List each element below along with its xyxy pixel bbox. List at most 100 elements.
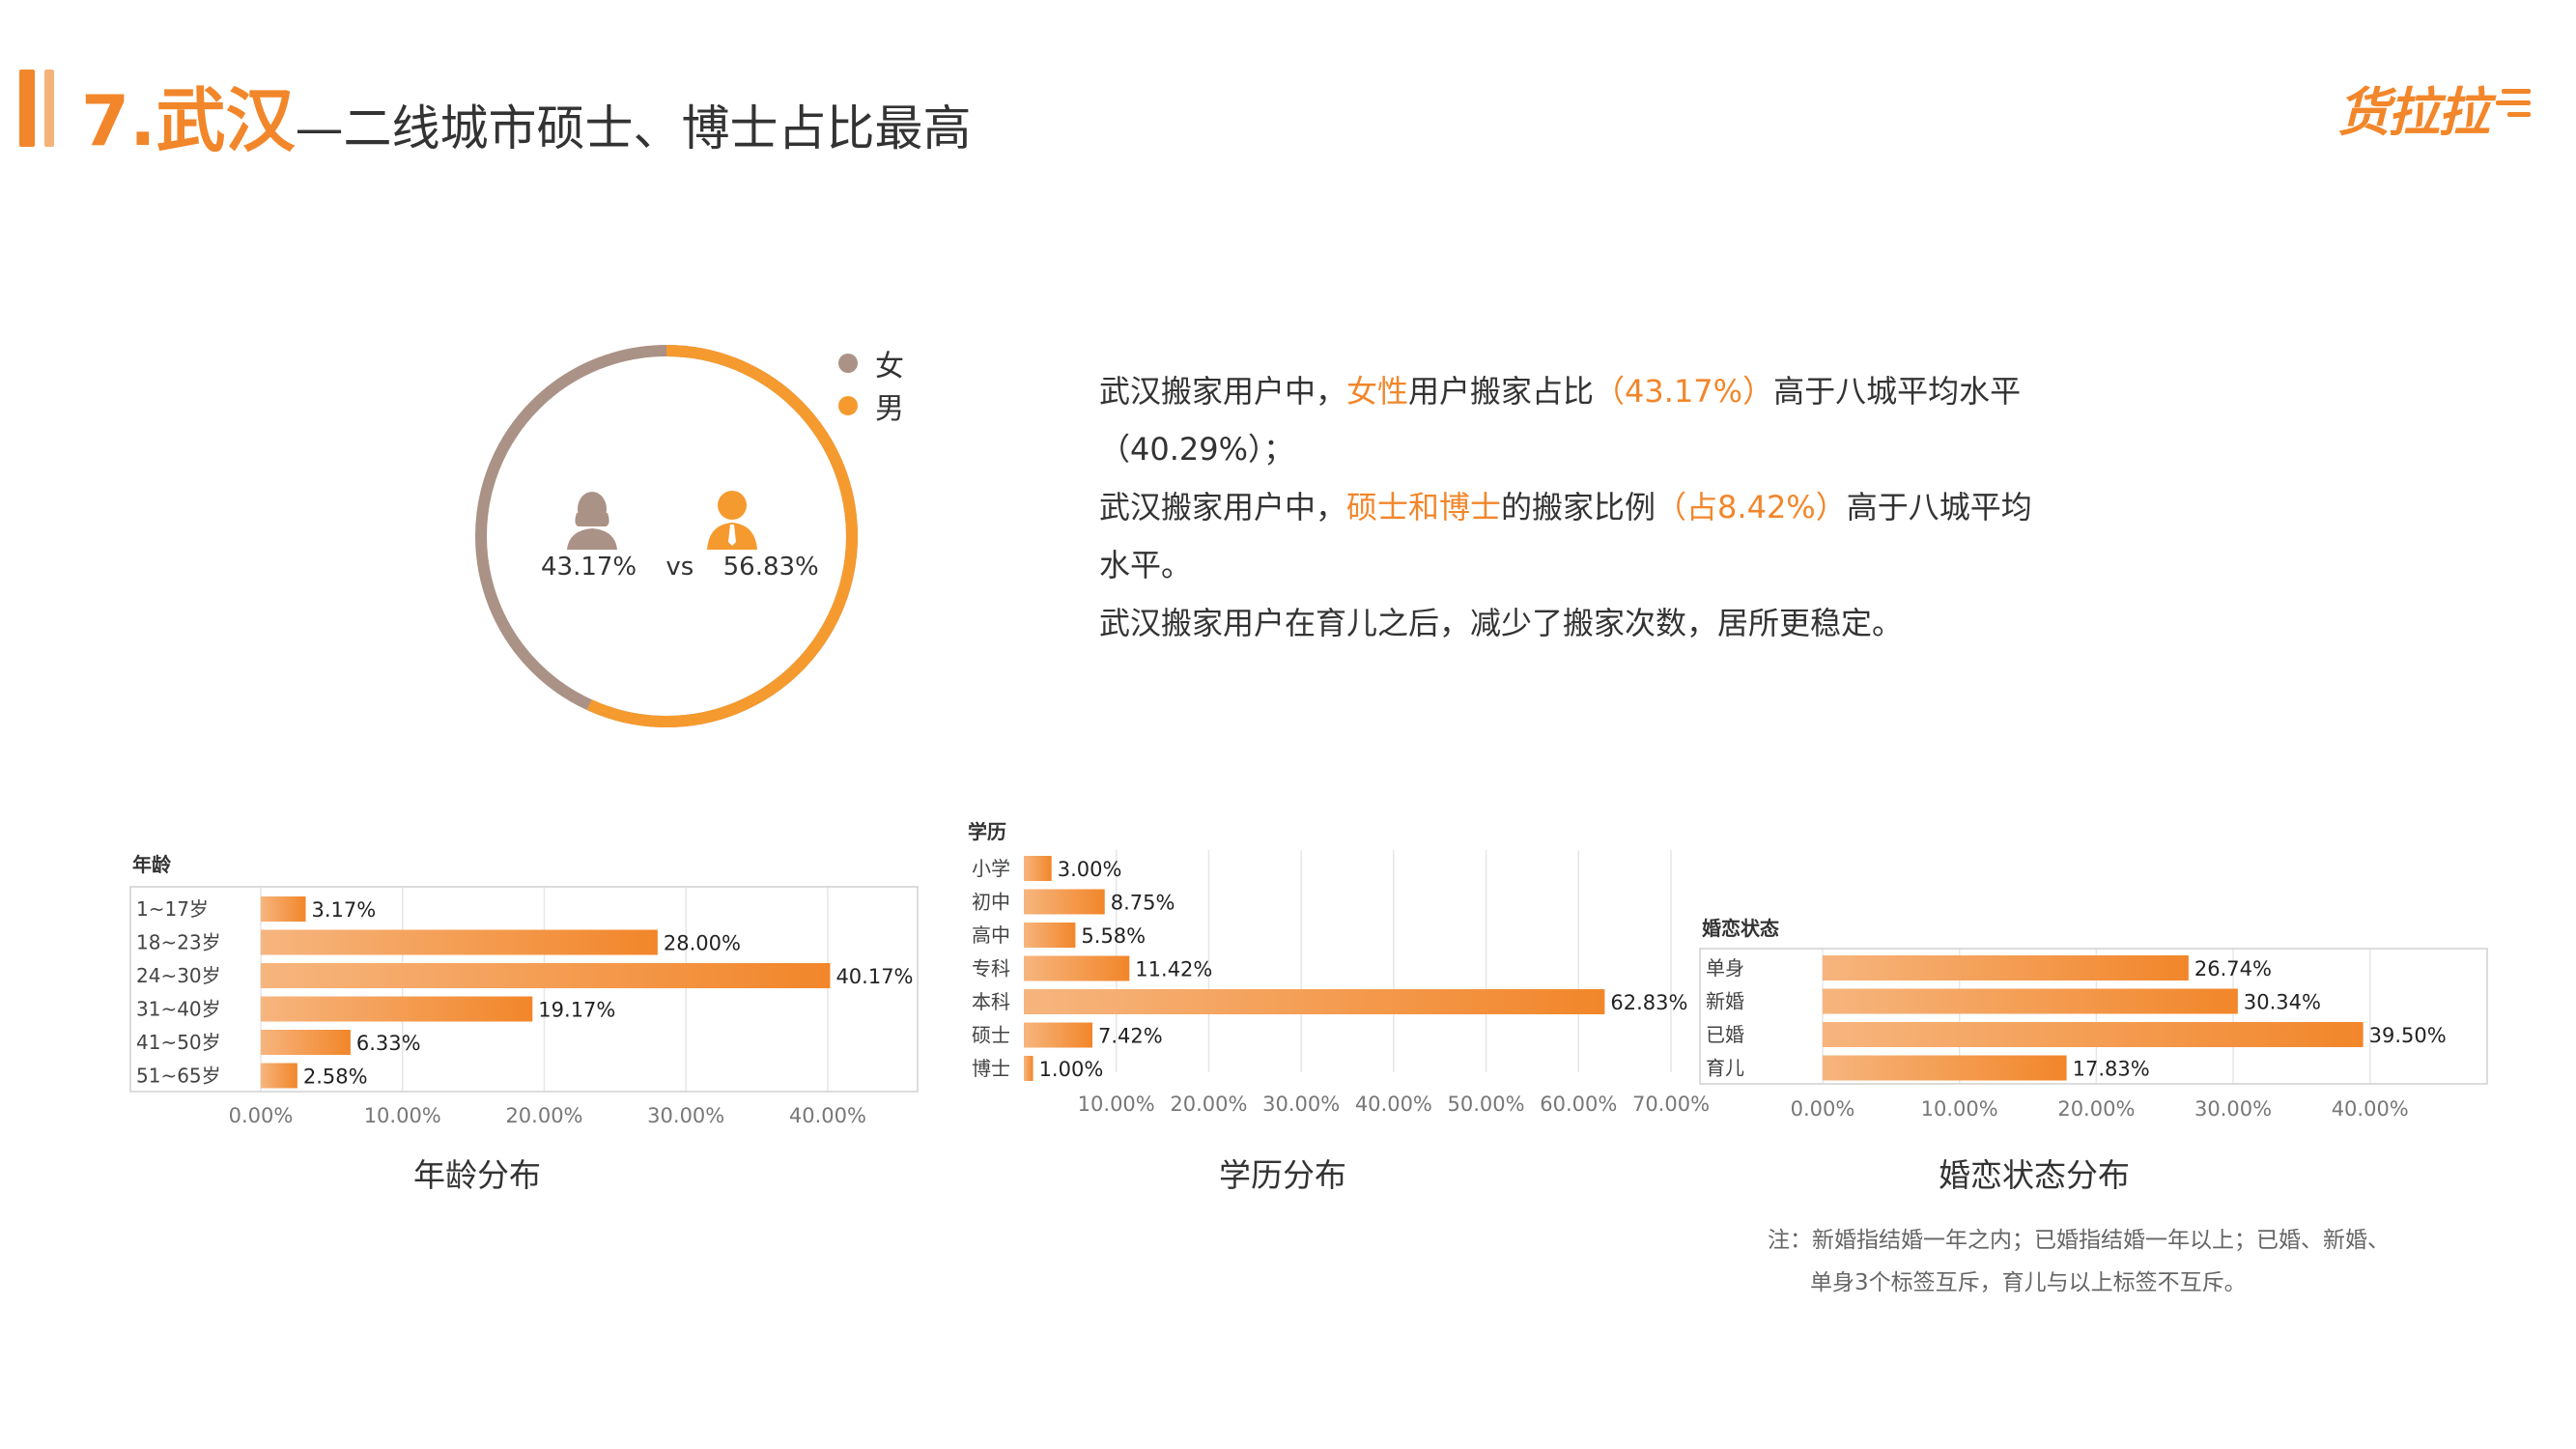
x-tick-label: 40.00% bbox=[2332, 1097, 2409, 1121]
summary-text-segment: 武汉搬家用户中， bbox=[1099, 373, 1347, 410]
category-label: 初中 bbox=[972, 891, 1010, 914]
axis-title: 婚恋状态 bbox=[1702, 917, 1779, 940]
legend-item-female: 女 bbox=[838, 342, 904, 384]
x-tick-label: 30.00% bbox=[2194, 1097, 2272, 1121]
bar-value-label: 30.34% bbox=[2244, 991, 2321, 1014]
page-title-subtitle: —二线城市硕士、博士占比最高 bbox=[295, 100, 972, 156]
axis-title: 学历 bbox=[968, 820, 1006, 843]
gender-legend: 女 男 bbox=[838, 342, 904, 427]
category-label: 育儿 bbox=[1706, 1057, 1744, 1080]
bar-value-label: 3.17% bbox=[312, 898, 377, 922]
bar-value-label: 40.17% bbox=[835, 965, 913, 988]
male-user-icon bbox=[705, 488, 759, 554]
summary-text-segment: 高于八城平均水平 bbox=[1773, 373, 2022, 410]
category-label: 已婚 bbox=[1706, 1023, 1744, 1046]
summary-text-segment: 高于八城平均 bbox=[1846, 489, 2032, 526]
accent-bar-light bbox=[44, 70, 54, 147]
x-tick-label: 20.00% bbox=[505, 1104, 582, 1127]
bar bbox=[1024, 923, 1076, 948]
female-user-icon bbox=[563, 490, 621, 554]
summary-highlight-degree: 硕士和博士 bbox=[1346, 489, 1502, 526]
legend-dot-male bbox=[838, 396, 858, 415]
legend-label-male: 男 bbox=[875, 392, 904, 426]
category-label: 单身 bbox=[1706, 956, 1744, 980]
age-distribution-chart: 0.00% 10.00% 20.00% 30.00% 40.00% 年龄 1~17岁 3.17… bbox=[129, 853, 919, 1127]
x-tick-label: 60.00% bbox=[1540, 1093, 1617, 1116]
summary-highlight-female-pct: （43.17%） bbox=[1594, 373, 1774, 410]
gender-donut-svg bbox=[475, 345, 858, 727]
summary-line-1: 武汉搬家用户中，女性用户搬家占比（43.17%）高于八城平均水平 bbox=[1099, 362, 2123, 420]
accent-bar-dark bbox=[19, 70, 35, 147]
donut-male-arc bbox=[586, 345, 858, 727]
bar bbox=[261, 1063, 297, 1089]
gender-donut-chart bbox=[473, 343, 860, 729]
category-label: 硕士 bbox=[972, 1024, 1010, 1047]
category-label: 18~23岁 bbox=[136, 931, 221, 954]
category-label: 41~50岁 bbox=[136, 1031, 221, 1054]
x-tick-label: 50.00% bbox=[1448, 1093, 1525, 1116]
axis-title: 年龄 bbox=[132, 853, 172, 876]
category-label: 1~17岁 bbox=[136, 897, 209, 921]
legend-label-female: 女 bbox=[875, 350, 904, 384]
summary-line-5: 武汉搬家用户在育儿之后，减少了搬家次数，居所更稳定。 bbox=[1099, 605, 1904, 641]
x-tick-label: 10.00% bbox=[1921, 1097, 1998, 1121]
x-tick-label: 10.00% bbox=[364, 1104, 441, 1127]
bar-value-label: 39.50% bbox=[2369, 1024, 2447, 1047]
brand-logo: 货拉拉 bbox=[2337, 70, 2531, 143]
x-tick-label: 10.00% bbox=[1078, 1093, 1155, 1116]
bar bbox=[261, 1030, 351, 1055]
category-label: 本科 bbox=[972, 990, 1010, 1013]
bar-value-label: 5.58% bbox=[1081, 924, 1146, 948]
bar bbox=[1823, 955, 2189, 980]
bar bbox=[1024, 989, 1605, 1014]
x-tick-label: 30.00% bbox=[1262, 1093, 1340, 1116]
summary-line-3: 武汉搬家用户中，硕士和博士的搬家比例（占8.42%）高于八城平均 bbox=[1099, 478, 2123, 536]
summary-text-segment: 武汉搬家用户中， bbox=[1099, 489, 1347, 526]
bar bbox=[261, 929, 658, 955]
bar-value-label: 17.83% bbox=[2073, 1058, 2150, 1081]
bar-value-label: 28.00% bbox=[664, 932, 741, 955]
chart-frame bbox=[129, 886, 919, 1093]
summary-highlight-degree-pct: （占8.42%） bbox=[1656, 489, 1847, 526]
x-tick-label: 70.00% bbox=[1632, 1093, 1710, 1116]
chart-frame bbox=[1699, 948, 2488, 1085]
summary-text: 武汉搬家用户中，女性用户搬家占比（43.17%）高于八城平均水平 （40.29%… bbox=[1099, 362, 2123, 652]
brand-logo-text: 货拉拉 bbox=[2337, 82, 2490, 143]
bar bbox=[1823, 1055, 2067, 1081]
summary-line-4: 水平。 bbox=[1099, 547, 1193, 583]
bar bbox=[261, 963, 831, 988]
category-label: 小学 bbox=[972, 857, 1010, 880]
category-label: 博士 bbox=[972, 1057, 1010, 1080]
page-title: 7.武汉—二线城市硕士、博士占比最高 bbox=[81, 64, 971, 165]
bar bbox=[1024, 1056, 1033, 1081]
male-percentage: 56.83% bbox=[722, 553, 819, 582]
summary-line-2: （40.29%）； bbox=[1099, 431, 1295, 468]
category-label: 24~30岁 bbox=[136, 964, 221, 987]
bar-value-label: 11.42% bbox=[1135, 958, 1212, 981]
bar-value-label: 62.83% bbox=[1610, 991, 1687, 1014]
x-tick-label: 0.00% bbox=[229, 1104, 294, 1127]
category-label: 专科 bbox=[972, 957, 1010, 980]
category-label: 新婚 bbox=[1706, 990, 1744, 1013]
x-tick-label: 20.00% bbox=[2057, 1097, 2135, 1121]
legend-item-male: 男 bbox=[838, 384, 904, 427]
bar-value-label: 19.17% bbox=[538, 999, 615, 1022]
bar-value-label: 3.00% bbox=[1058, 858, 1122, 881]
category-label: 51~65岁 bbox=[136, 1065, 221, 1088]
legend-dot-female bbox=[838, 354, 858, 373]
bar-value-label: 1.00% bbox=[1039, 1058, 1104, 1081]
x-tick-label: 20.00% bbox=[1170, 1093, 1247, 1116]
marital-chart-caption: 婚恋状态分布 bbox=[1939, 1156, 2130, 1194]
x-tick-label: 40.00% bbox=[789, 1104, 866, 1127]
x-tick-label: 40.00% bbox=[1355, 1093, 1432, 1116]
category-label: 31~40岁 bbox=[136, 998, 221, 1021]
bar-value-label: 2.58% bbox=[303, 1065, 368, 1089]
bar bbox=[1024, 889, 1105, 915]
bar-value-label: 7.42% bbox=[1098, 1025, 1163, 1048]
bar bbox=[1823, 988, 2238, 1014]
x-tick-label: 0.00% bbox=[1791, 1097, 1855, 1121]
footnote-line-2: 单身3个标签互斥，育儿与以上标签不互斥。 bbox=[1810, 1270, 2247, 1295]
bar bbox=[261, 896, 306, 922]
bar bbox=[1024, 1022, 1093, 1048]
